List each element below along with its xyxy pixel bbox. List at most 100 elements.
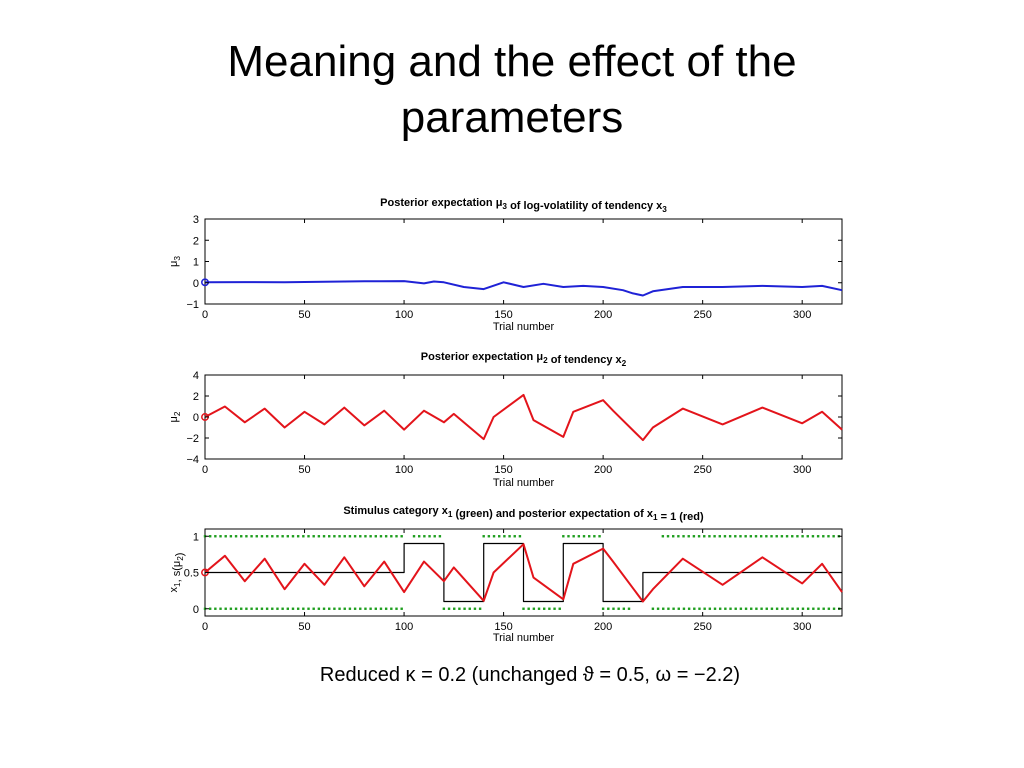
data-point — [276, 607, 279, 610]
data-point — [693, 607, 696, 610]
data-point — [543, 607, 546, 610]
data-point — [697, 535, 701, 538]
data-point — [219, 535, 222, 538]
x-tick-label: 0 — [202, 464, 208, 476]
data-point — [598, 535, 601, 538]
data-point — [281, 535, 284, 538]
data-point — [322, 535, 326, 538]
data-point — [498, 535, 501, 538]
data-point — [255, 607, 258, 610]
data-point — [369, 535, 372, 538]
data-point — [353, 535, 357, 538]
data-point — [359, 535, 362, 538]
data-point — [822, 535, 825, 538]
data-point — [656, 607, 660, 610]
y-axis-label: μ3 — [168, 256, 182, 267]
x-tick-label: 150 — [494, 309, 512, 321]
data-point — [374, 535, 377, 538]
y-axis-label: μ2 — [168, 411, 182, 422]
data-point — [601, 607, 605, 610]
y-tick-label: 2 — [193, 391, 199, 403]
slide-title: Meaning and the effect of the parameters — [0, 34, 1024, 146]
chart-panel-3: 0 50 100 150 200 250 300 0 0.5 1 Stimulus category… — [168, 505, 843, 644]
data-point — [384, 607, 388, 610]
data-point — [708, 535, 711, 538]
data-point — [760, 607, 763, 610]
chart-title: Posterior expectation μ3 of log-volatili… — [380, 197, 667, 214]
data-point — [302, 535, 305, 538]
data-point — [781, 607, 784, 610]
data-point — [672, 607, 675, 610]
data-point — [312, 607, 315, 610]
series-line-red — [204, 393, 843, 442]
y-tick-label: 1 — [193, 531, 199, 543]
data-point — [775, 607, 779, 610]
data-point — [812, 607, 815, 610]
marker-series-2 — [203, 607, 841, 610]
x-tick-label: 150 — [494, 621, 512, 633]
data-point — [379, 535, 383, 538]
data-point — [482, 535, 485, 538]
x-tick-label: 250 — [693, 621, 711, 633]
y-tick-label: −2 — [186, 433, 199, 445]
data-point — [796, 535, 799, 538]
x-tick-label: 300 — [793, 464, 811, 476]
data-point — [260, 607, 264, 610]
data-point — [713, 535, 716, 538]
data-point — [487, 535, 491, 538]
data-point — [214, 607, 217, 610]
data-point — [423, 535, 426, 538]
data-point — [458, 607, 461, 610]
data-point — [442, 607, 446, 610]
data-point — [832, 535, 835, 538]
slide-title-line-1: Meaning and the effect of the — [227, 37, 797, 86]
plot-area — [204, 218, 843, 305]
data-point — [281, 607, 284, 610]
data-point — [317, 607, 321, 610]
data-point — [234, 607, 238, 610]
data-point — [532, 607, 536, 610]
data-point — [245, 607, 248, 610]
chart-panel-2: 0 50 100 150 200 250 300 −4 −2 0 2 4 Posterior expec… — [168, 351, 843, 489]
data-point — [286, 535, 290, 538]
data-point — [806, 607, 810, 610]
data-point — [492, 535, 496, 538]
data-point — [353, 607, 357, 610]
data-point — [698, 607, 701, 610]
data-point — [317, 535, 321, 538]
data-point — [770, 607, 774, 610]
x-tick-label: 250 — [693, 464, 711, 476]
data-point — [739, 535, 742, 538]
data-point — [508, 535, 511, 538]
x-tick-label: 250 — [693, 309, 711, 321]
data-point — [343, 607, 346, 610]
data-point — [374, 607, 377, 610]
data-point — [796, 607, 800, 610]
data-point — [322, 607, 326, 610]
data-point — [503, 535, 506, 538]
data-point — [666, 535, 670, 538]
y-axis-label: x1, s(μ2) — [168, 553, 186, 593]
data-point — [400, 607, 403, 610]
data-point — [265, 535, 269, 538]
data-point — [271, 607, 274, 610]
x-tick-label: 300 — [793, 309, 811, 321]
data-point — [395, 535, 398, 538]
data-point — [754, 535, 758, 538]
data-point — [307, 607, 310, 610]
data-point — [780, 535, 784, 538]
data-point — [400, 535, 403, 538]
data-point — [791, 607, 794, 610]
data-point — [811, 535, 815, 538]
x-tick-label: 50 — [298, 309, 310, 321]
data-point — [577, 535, 581, 538]
data-point — [364, 535, 367, 538]
x-tick-label: 200 — [594, 309, 612, 321]
data-point — [214, 535, 217, 538]
data-point — [682, 535, 685, 538]
data-point — [786, 607, 789, 610]
data-point — [348, 607, 352, 610]
y-tick-label: 2 — [193, 235, 199, 247]
